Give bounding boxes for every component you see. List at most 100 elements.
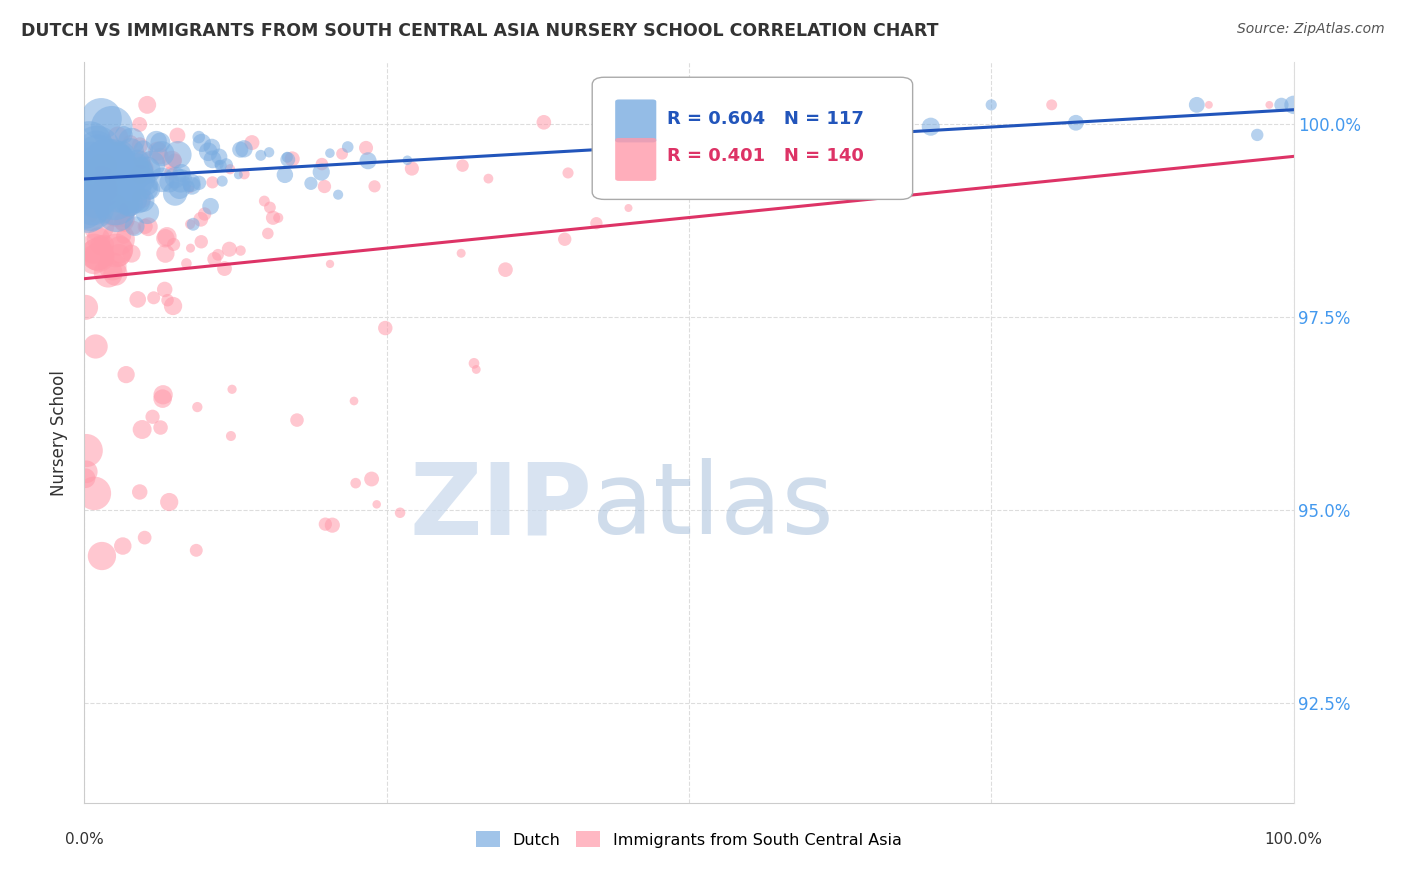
Point (87, 232, 110, 246)
Point (1040, 98, 1063, 112)
Point (83, 252, 105, 267)
Point (134, 219, 156, 234)
Point (1258, 98, 1281, 112)
Point (100, 120, 122, 134)
Point (617, 201, 640, 215)
Point (77, 137, 100, 152)
Point (1064, 116, 1087, 130)
Point (157, 495, 180, 509)
Point (124, 219, 146, 234)
Point (90, 549, 112, 563)
Point (202, 252, 225, 266)
Point (129, 138, 152, 153)
Point (115, 212, 138, 227)
Legend: Dutch, Immigrants from South Central Asia: Dutch, Immigrants from South Central Asi… (470, 825, 908, 854)
Point (1185, 98, 1208, 112)
Point (79, 200, 101, 214)
Point (229, 244, 252, 258)
Point (233, 142, 256, 156)
Point (111, 539, 134, 553)
Point (86, 247, 108, 261)
FancyBboxPatch shape (616, 99, 657, 143)
Point (228, 168, 250, 182)
Point (93, 238, 115, 252)
Point (218, 242, 240, 256)
Point (94, 186, 117, 201)
Point (86, 143, 108, 157)
Point (262, 211, 284, 225)
Point (89, 193, 111, 207)
Point (197, 145, 219, 159)
Point (94, 182, 117, 196)
Point (132, 161, 155, 176)
Point (152, 392, 174, 406)
Point (127, 194, 149, 209)
Point (188, 176, 211, 190)
Point (477, 171, 499, 186)
Point (94, 158, 117, 172)
Point (128, 163, 150, 178)
Point (181, 217, 204, 231)
Point (267, 211, 290, 225)
Point (76, 189, 98, 203)
Text: 0.0%: 0.0% (65, 832, 104, 847)
Point (201, 153, 224, 167)
Point (357, 153, 380, 168)
Point (97, 266, 120, 280)
Point (179, 217, 201, 231)
Point (104, 244, 127, 258)
Point (401, 161, 423, 176)
Point (127, 293, 149, 307)
Point (214, 261, 236, 276)
Point (76, 207, 98, 221)
Point (150, 146, 173, 161)
Point (277, 153, 299, 167)
Point (107, 182, 129, 196)
Point (83, 242, 105, 256)
Point (194, 207, 217, 221)
Point (163, 153, 186, 168)
Point (221, 382, 243, 396)
Point (76, 205, 98, 219)
Point (799, 137, 821, 152)
Point (274, 168, 297, 182)
Point (191, 136, 214, 150)
Point (149, 420, 172, 434)
Point (285, 413, 308, 427)
Point (112, 215, 135, 229)
Point (152, 388, 174, 402)
Point (319, 146, 342, 161)
Point (84, 339, 107, 353)
Point (1246, 128, 1268, 142)
Point (153, 282, 176, 296)
Point (980, 98, 1002, 112)
Point (75, 443, 97, 458)
Point (118, 201, 141, 215)
Point (336, 140, 359, 154)
Point (823, 175, 845, 189)
Point (75, 471, 97, 485)
Point (100, 154, 122, 169)
Point (533, 115, 555, 129)
Point (186, 400, 208, 414)
Point (920, 120, 942, 134)
Point (90, 180, 112, 194)
Point (186, 543, 208, 558)
Point (122, 193, 145, 207)
Point (122, 220, 145, 235)
Point (554, 232, 576, 246)
Point (233, 167, 256, 181)
Point (75, 203, 97, 218)
Point (120, 136, 142, 150)
Point (136, 98, 159, 112)
Point (129, 166, 152, 180)
Point (136, 178, 159, 192)
Y-axis label: Nursery School: Nursery School (51, 369, 69, 496)
Point (738, 164, 761, 178)
Point (101, 202, 124, 216)
Point (121, 246, 143, 260)
Point (162, 299, 184, 313)
Point (131, 192, 153, 206)
FancyBboxPatch shape (592, 78, 912, 200)
Point (121, 134, 143, 148)
